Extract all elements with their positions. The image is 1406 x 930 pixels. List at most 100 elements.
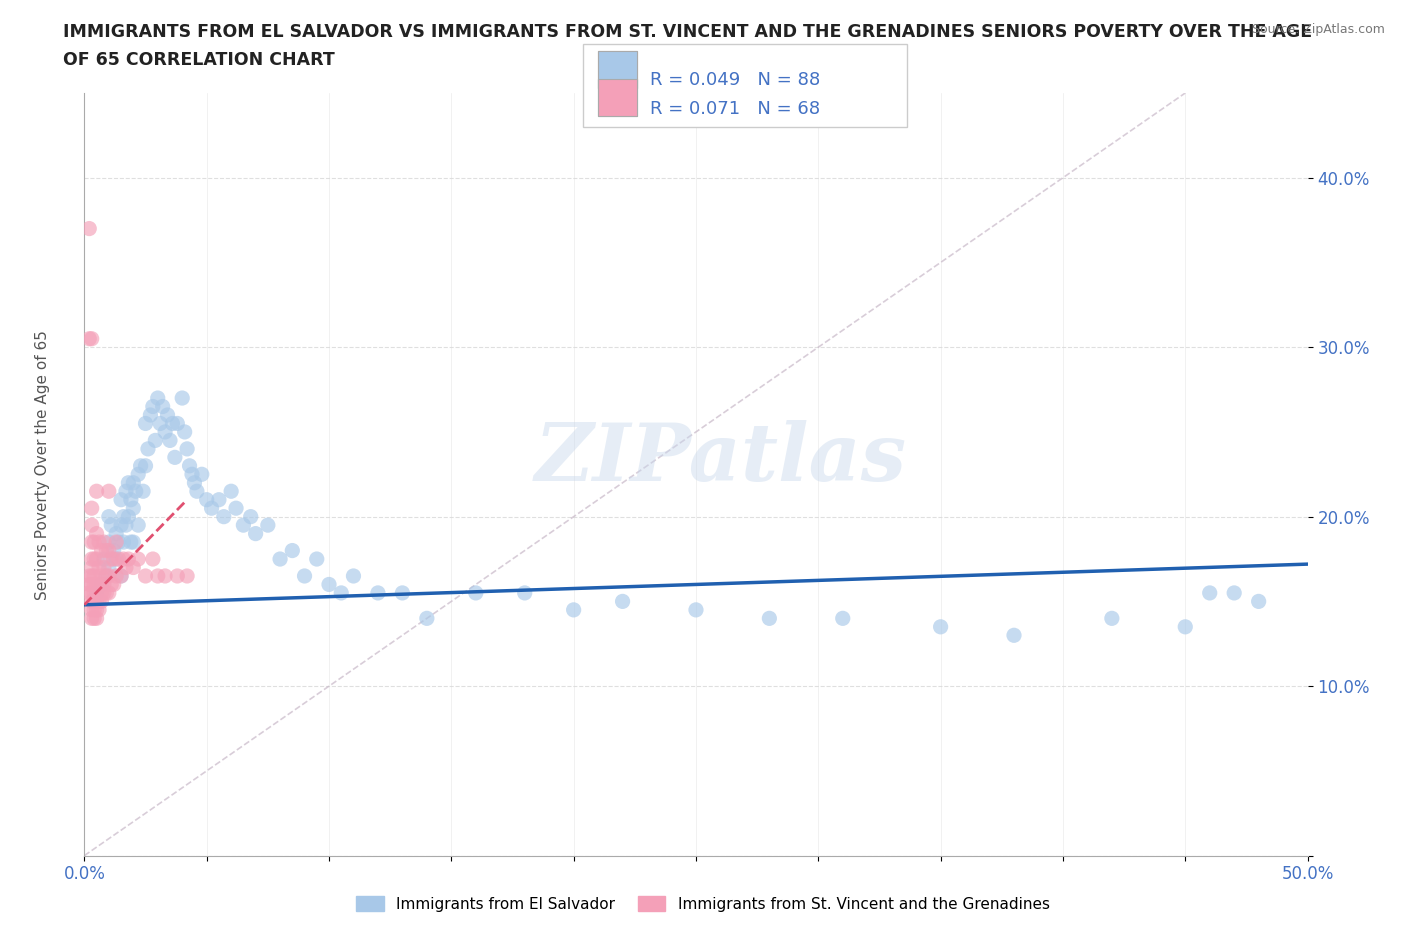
Point bbox=[127, 518, 149, 533]
Point bbox=[153, 568, 176, 583]
Point bbox=[142, 399, 165, 414]
Point bbox=[831, 611, 853, 626]
Point bbox=[200, 500, 222, 515]
Point bbox=[87, 603, 110, 618]
Point bbox=[318, 577, 340, 591]
Point bbox=[97, 586, 120, 601]
Point bbox=[176, 442, 198, 457]
Point bbox=[86, 484, 108, 498]
Point bbox=[80, 577, 103, 591]
Point bbox=[115, 518, 138, 533]
Point bbox=[195, 492, 218, 507]
Point bbox=[80, 594, 103, 609]
Point bbox=[80, 500, 103, 515]
Point bbox=[281, 543, 304, 558]
Point bbox=[87, 594, 110, 609]
Point bbox=[166, 416, 188, 431]
Point bbox=[416, 611, 439, 626]
Point bbox=[149, 416, 172, 431]
Text: Seniors Poverty Over the Age of 65: Seniors Poverty Over the Age of 65 bbox=[35, 330, 49, 600]
Point bbox=[219, 484, 242, 498]
Text: OF 65 CORRELATION CHART: OF 65 CORRELATION CHART bbox=[63, 51, 335, 69]
Point bbox=[115, 484, 138, 498]
Point bbox=[115, 560, 138, 575]
Point bbox=[1247, 594, 1270, 609]
Point bbox=[166, 568, 188, 583]
Point bbox=[107, 551, 129, 566]
Point bbox=[146, 568, 169, 583]
Point bbox=[100, 518, 122, 533]
Point bbox=[122, 475, 145, 490]
Point bbox=[181, 467, 204, 482]
Point bbox=[117, 475, 139, 490]
Point bbox=[117, 510, 139, 525]
Point bbox=[122, 560, 145, 575]
Point bbox=[305, 551, 328, 566]
Point bbox=[93, 535, 115, 550]
Point bbox=[464, 586, 486, 601]
Point bbox=[208, 492, 231, 507]
Point bbox=[90, 586, 112, 601]
Text: IMMIGRANTS FROM EL SALVADOR VS IMMIGRANTS FROM ST. VINCENT AND THE GRENADINES SE: IMMIGRANTS FROM EL SALVADOR VS IMMIGRANT… bbox=[63, 23, 1312, 41]
Point bbox=[139, 407, 162, 422]
Point bbox=[83, 551, 105, 566]
Point bbox=[135, 416, 157, 431]
Point bbox=[93, 577, 115, 591]
Point bbox=[1101, 611, 1123, 626]
Point bbox=[97, 560, 120, 575]
Point bbox=[110, 568, 132, 583]
Point bbox=[86, 551, 108, 566]
Point bbox=[96, 543, 118, 558]
Point bbox=[110, 518, 132, 533]
Point bbox=[117, 551, 139, 566]
Point bbox=[172, 391, 194, 405]
Point bbox=[135, 568, 157, 583]
Point bbox=[294, 568, 316, 583]
Text: ZIPatlas: ZIPatlas bbox=[534, 420, 907, 498]
Point bbox=[1174, 619, 1197, 634]
Point bbox=[122, 535, 145, 550]
Point bbox=[80, 611, 103, 626]
Point bbox=[330, 586, 353, 601]
Point bbox=[105, 526, 128, 541]
Point bbox=[112, 535, 135, 550]
Point bbox=[107, 535, 129, 550]
Point bbox=[83, 535, 105, 550]
Point bbox=[86, 586, 108, 601]
Point bbox=[96, 568, 118, 583]
Point bbox=[90, 543, 112, 558]
Point bbox=[122, 500, 145, 515]
Point bbox=[96, 586, 118, 601]
Point bbox=[86, 577, 108, 591]
Point bbox=[135, 458, 157, 473]
Point bbox=[77, 221, 100, 236]
Point bbox=[342, 568, 364, 583]
Point bbox=[100, 551, 122, 566]
Point bbox=[103, 577, 125, 591]
Point bbox=[212, 510, 235, 525]
Point bbox=[105, 535, 128, 550]
Point bbox=[120, 492, 142, 507]
Point bbox=[90, 577, 112, 591]
Point bbox=[173, 424, 195, 439]
Point bbox=[146, 391, 169, 405]
Point bbox=[93, 560, 115, 575]
Point bbox=[1223, 586, 1246, 601]
Text: Source: ZipAtlas.com: Source: ZipAtlas.com bbox=[1251, 23, 1385, 36]
Point bbox=[80, 560, 103, 575]
Point bbox=[1002, 628, 1025, 643]
Point bbox=[513, 586, 536, 601]
Point bbox=[83, 586, 105, 601]
Point bbox=[162, 416, 184, 431]
Point bbox=[367, 586, 389, 601]
Point bbox=[191, 467, 214, 482]
Point bbox=[239, 510, 262, 525]
Point bbox=[100, 577, 122, 591]
Point bbox=[77, 568, 100, 583]
Point bbox=[136, 442, 159, 457]
Point bbox=[80, 535, 103, 550]
Point bbox=[83, 611, 105, 626]
Point bbox=[86, 603, 108, 618]
Point bbox=[685, 603, 707, 618]
Point bbox=[87, 577, 110, 591]
